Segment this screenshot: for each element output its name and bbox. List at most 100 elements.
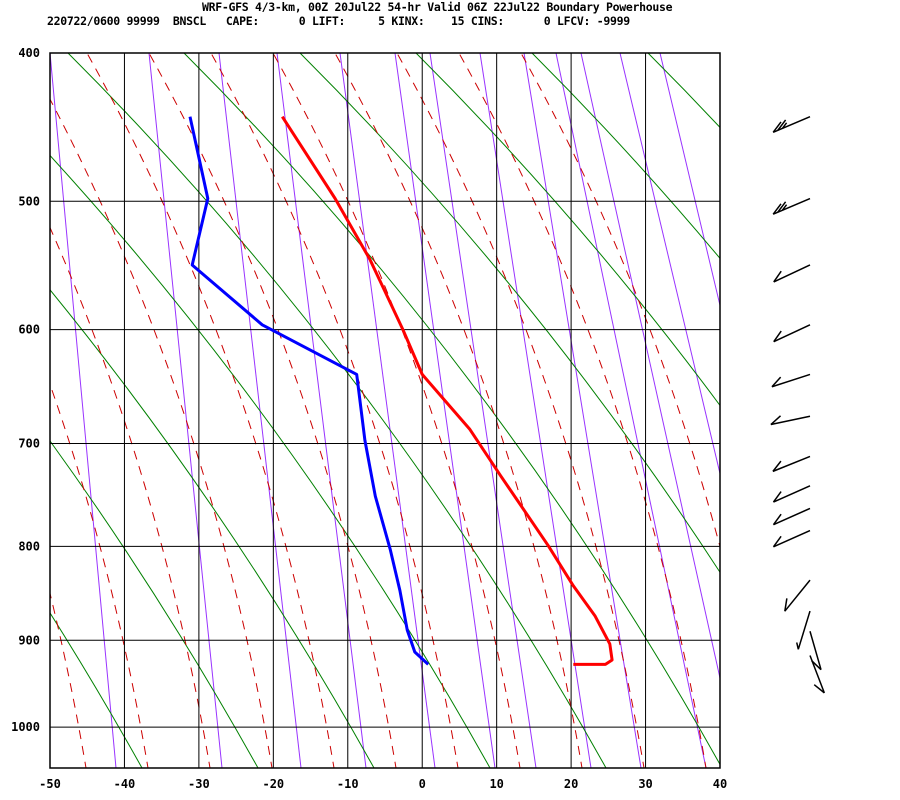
wind-barb <box>809 631 822 671</box>
barb-staff <box>773 264 811 283</box>
wind-barb <box>770 415 811 426</box>
moist-adiabat-line <box>50 98 273 768</box>
moist-adiabat-line <box>210 53 459 768</box>
dry-adiabat-line <box>50 154 491 768</box>
barb-feather <box>772 460 782 472</box>
moist-adiabat-line <box>520 53 720 549</box>
wind-barb <box>772 529 811 548</box>
barb-feather <box>772 491 782 503</box>
mixing-ratio-line <box>580 53 720 681</box>
sounding-stats: 220722/0600 99999 BNSCL CAPE: 0 LIFT: 5 … <box>47 14 630 28</box>
mixing-ratio-line <box>479 53 592 768</box>
wind-barb <box>771 373 811 388</box>
barb-staff <box>809 631 822 670</box>
wind-barb <box>772 197 811 215</box>
barb-feather <box>784 598 788 612</box>
barb-feather <box>773 270 782 283</box>
wind-barb <box>772 115 811 133</box>
barb-staff <box>809 655 826 694</box>
moist-adiabat-line <box>458 53 707 768</box>
wind-barb <box>773 264 811 283</box>
mixing-ratio-line <box>276 53 367 768</box>
plot-frame <box>49 52 721 769</box>
barb-feather <box>772 535 782 548</box>
barb-feather <box>770 415 782 426</box>
barb-half-feather <box>781 122 788 129</box>
dry-adiabat-line <box>50 289 375 768</box>
temperature-line <box>281 115 614 666</box>
barb-feather <box>772 121 782 133</box>
moist-adiabat-line <box>396 53 645 768</box>
x-tick-label: -50 <box>39 777 61 791</box>
barb-feather <box>771 376 782 388</box>
mixing-ratio-line <box>394 53 496 768</box>
x-tick-label: -30 <box>188 777 210 791</box>
wind-barb <box>772 507 811 526</box>
dry-adiabat-line <box>299 53 720 574</box>
x-tick-label: 0 <box>419 777 426 791</box>
y-tick-label: 900 <box>18 633 40 647</box>
moist-adiabat-line <box>86 53 335 768</box>
dry-adiabat-line <box>50 612 143 768</box>
x-tick-label: 10 <box>489 777 503 791</box>
mixing-ratio-line <box>555 53 707 768</box>
barb-feather <box>772 513 782 526</box>
x-tick-label: -20 <box>262 777 284 791</box>
barb-feather <box>777 201 787 213</box>
wind-barb <box>809 655 826 694</box>
barb-staff <box>773 324 811 343</box>
y-tick-label: 500 <box>18 194 40 208</box>
mixing-ratio-line <box>659 53 720 308</box>
barb-staff <box>773 507 811 526</box>
y-tick-label: 400 <box>18 46 40 60</box>
dry-adiabat-line <box>531 53 720 260</box>
barb-staff <box>772 115 811 133</box>
barb-feather <box>772 203 782 215</box>
moist-adiabat-line <box>50 591 87 768</box>
dry-adiabat-line <box>50 440 259 768</box>
barb-staff <box>773 529 811 548</box>
moist-adiabat-line <box>0 13 24 768</box>
barb-staff <box>784 579 811 612</box>
barb-staff <box>770 415 811 426</box>
x-tick-label: -40 <box>114 777 136 791</box>
dry-adiabat-line <box>183 53 720 766</box>
x-tick-label: 30 <box>638 777 652 791</box>
mixing-ratio-line <box>50 53 117 768</box>
y-tick-label: 1000 <box>11 720 40 734</box>
dry-adiabat-line <box>67 53 607 768</box>
wind-barb <box>784 579 811 612</box>
y-tick-label: 700 <box>18 437 40 451</box>
y-tick-label: 600 <box>18 323 40 337</box>
barb-staff <box>797 610 811 650</box>
wind-barb <box>773 324 811 343</box>
dry-adiabat-line <box>0 53 48 800</box>
wind-barb <box>772 455 811 473</box>
moist-adiabat-line <box>272 53 521 768</box>
wind-barb <box>772 485 811 503</box>
chart-title: WRF-GFS 4/3-km, 00Z 20Jul22 54-hr Valid … <box>202 0 673 14</box>
barb-half-feather <box>795 642 800 650</box>
mixing-ratio-line <box>429 53 537 768</box>
x-tick-label: -10 <box>337 777 359 791</box>
mixing-ratio-line <box>148 53 223 768</box>
dry-adiabat-line <box>647 53 720 129</box>
barb-feather <box>813 684 825 694</box>
dewpoint-line <box>188 116 430 666</box>
x-tick-label: 20 <box>564 777 578 791</box>
barb-staff <box>773 485 811 503</box>
mixing-ratio-line <box>339 53 436 768</box>
barb-feather <box>773 330 782 343</box>
moist-adiabat-line <box>334 53 583 768</box>
moist-adiabat-line <box>50 226 211 768</box>
barb-feather <box>777 119 787 131</box>
y-tick-label: 800 <box>18 539 40 553</box>
mixing-ratio-line <box>523 53 642 768</box>
dry-adiabat-line <box>415 53 720 407</box>
barb-half-feather <box>781 204 788 211</box>
barb-staff <box>772 197 811 215</box>
barb-staff <box>772 455 811 473</box>
mixing-ratio-line <box>619 53 720 476</box>
wind-barb <box>795 610 811 650</box>
